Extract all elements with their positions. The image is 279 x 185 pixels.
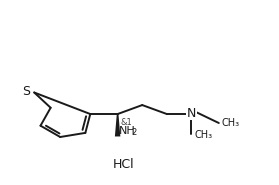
Text: 2: 2 xyxy=(132,128,137,137)
Text: NH: NH xyxy=(119,126,136,136)
Text: CH₃: CH₃ xyxy=(194,130,212,140)
Text: &1: &1 xyxy=(121,118,133,127)
Text: S: S xyxy=(23,85,31,98)
Text: N: N xyxy=(187,107,196,120)
Polygon shape xyxy=(115,114,120,137)
Text: HCl: HCl xyxy=(112,158,134,171)
Text: CH₃: CH₃ xyxy=(222,118,240,128)
